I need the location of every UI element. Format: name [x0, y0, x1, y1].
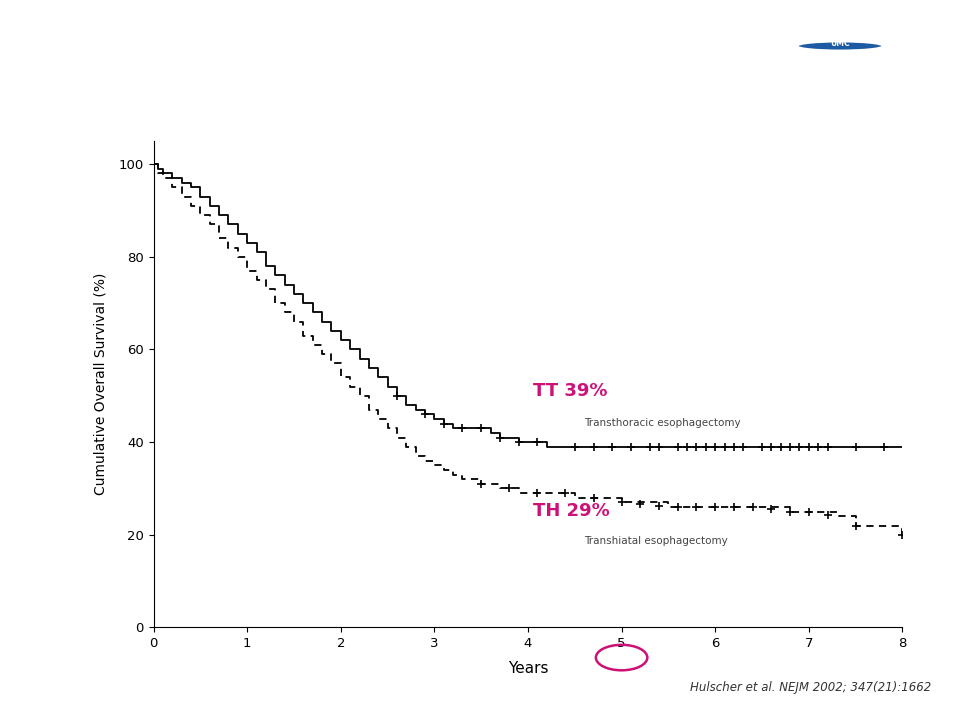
Circle shape [797, 42, 883, 51]
Y-axis label: Cumulative Overall Survival (%): Cumulative Overall Survival (%) [93, 273, 108, 496]
Text: Transhiataal versus Transthoracaal: Transhiataal versus Transthoracaal [24, 66, 389, 87]
Text: Transthoracic esophagectomy: Transthoracic esophagectomy [584, 418, 741, 428]
Text: Utrecht: Utrecht [821, 97, 859, 107]
Text: Hulscher et al. NEJM 2002; 347(21):1662: Hulscher et al. NEJM 2002; 347(21):1662 [690, 682, 931, 694]
Text: UMC: UMC [830, 39, 850, 49]
X-axis label: Years: Years [508, 661, 548, 676]
Text: TT 39%: TT 39% [533, 382, 607, 400]
Text: Overleving na slokdarmresectie: Overleving na slokdarmresectie [24, 23, 547, 51]
Text: University Medical Center: University Medical Center [773, 84, 907, 94]
Text: TH 29%: TH 29% [533, 502, 610, 520]
Text: Transhiatal esophagectomy: Transhiatal esophagectomy [584, 536, 728, 546]
